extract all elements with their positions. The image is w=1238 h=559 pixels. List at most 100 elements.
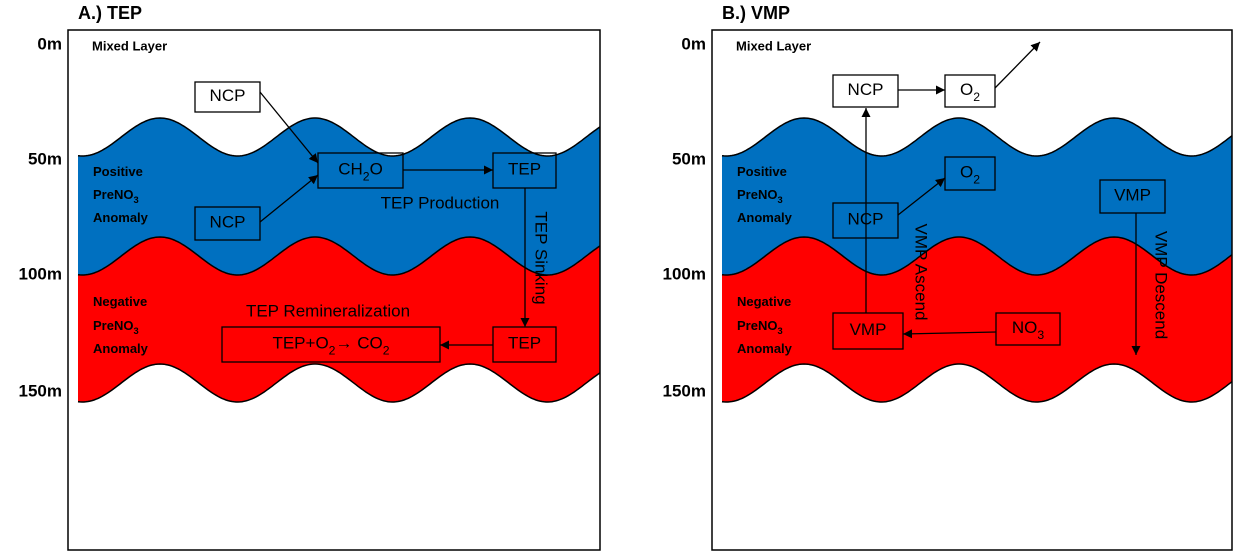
text-part: Positive <box>93 164 143 179</box>
box-label: VMP <box>850 320 887 339</box>
box-label: NCP <box>848 210 884 229</box>
box-label: TEP <box>508 334 541 353</box>
text-part: PreNO <box>737 187 777 202</box>
arrow <box>902 329 997 339</box>
text-part: Positive <box>737 164 787 179</box>
text-part: PreNO <box>93 187 133 202</box>
subscript: 3 <box>777 195 782 205</box>
layer-label: Anomaly <box>737 210 793 225</box>
process-box <box>832 202 899 239</box>
text-part: TEP <box>508 334 541 353</box>
text-part: CH <box>338 160 363 179</box>
text-part: Anomaly <box>737 210 793 225</box>
process-box <box>944 74 996 108</box>
subscript: 3 <box>133 195 138 205</box>
depth-label: 100m <box>663 264 706 283</box>
box-label: O2 <box>960 163 980 187</box>
layer-label: Negative <box>737 294 791 309</box>
box-label: NCP <box>210 86 246 105</box>
text-part: O <box>960 163 973 182</box>
process-label: TEP Sinking <box>532 211 551 304</box>
text-part: Negative <box>93 294 147 309</box>
text-part: O <box>960 80 973 99</box>
text-part: O <box>370 160 383 179</box>
text-part: PreNO <box>737 318 777 333</box>
layer-label: PreNO3 <box>93 187 139 205</box>
text-part: PreNO <box>93 318 133 333</box>
depth-label: 0m <box>681 34 706 53</box>
depth-label: 100m <box>19 264 62 283</box>
text-part: TEP <box>508 160 541 179</box>
negative-layer-band <box>78 237 600 402</box>
subscript: 3 <box>133 326 138 336</box>
process-label: TEP Production <box>381 193 500 212</box>
box-label: CH2O <box>338 160 383 184</box>
layer-label: Anomaly <box>737 341 793 356</box>
subscript: 2 <box>973 90 980 104</box>
text-part: Anomaly <box>93 341 149 356</box>
box-label: TEP <box>508 160 541 179</box>
box-label: VMP <box>1114 186 1151 205</box>
depth-label: 150m <box>663 381 706 400</box>
panel-title: B.) VMP <box>722 3 790 23</box>
process-label: VMP Descend <box>1152 231 1171 339</box>
layer-label: Anomaly <box>93 341 149 356</box>
process-box <box>492 326 557 363</box>
process-box <box>221 326 441 363</box>
depth-label: 0m <box>37 34 62 53</box>
process-box <box>492 152 557 189</box>
subscript: 3 <box>1037 328 1044 342</box>
text-part: Anomaly <box>737 341 793 356</box>
positive-layer-band <box>722 118 1232 275</box>
process-box <box>832 312 904 350</box>
layer-label: PreNO3 <box>737 318 783 336</box>
subscript: 2 <box>363 170 370 184</box>
process-box <box>995 312 1061 346</box>
panel-frame <box>711 29 1233 551</box>
process-label: TEP Remineralization <box>246 301 410 320</box>
layer-boundary <box>721 363 1233 403</box>
process-box <box>944 156 996 191</box>
panel-frame <box>67 29 601 551</box>
text-part: TEP+O <box>272 334 328 353</box>
box-label: NCP <box>848 80 884 99</box>
subscript: 2 <box>383 344 390 358</box>
box-label: O2 <box>960 80 980 104</box>
process-box <box>317 152 404 189</box>
layer-label: Anomaly <box>93 210 149 225</box>
layer-label: PreNO3 <box>93 318 139 336</box>
layer-boundary <box>77 236 601 276</box>
text-part: Anomaly <box>93 210 149 225</box>
text-part: NCP <box>848 80 884 99</box>
process-box <box>194 81 261 113</box>
layer-boundary <box>721 236 1233 276</box>
layer-label: Negative <box>93 294 147 309</box>
negative-layer-band <box>722 237 1232 402</box>
layer-label: Positive <box>737 164 787 179</box>
subscript: 2 <box>973 173 980 187</box>
depth-label: 50m <box>28 149 62 168</box>
layer-boundary <box>77 363 601 403</box>
subscript: 3 <box>777 326 782 336</box>
text-part: NCP <box>848 210 884 229</box>
box-label: TEP+O2→ CO2 <box>272 334 389 358</box>
depth-label: 50m <box>672 149 706 168</box>
positive-layer-band <box>78 118 600 275</box>
text-part: → CO <box>335 334 382 353</box>
arrow <box>897 177 946 216</box>
layer-label: Mixed Layer <box>92 38 167 53</box>
text-part: NO <box>1012 318 1038 337</box>
arrow <box>259 174 319 223</box>
depth-label: 150m <box>19 381 62 400</box>
text-part: Negative <box>737 294 791 309</box>
box-label: NO3 <box>1012 318 1045 342</box>
layer-label: Positive <box>93 164 143 179</box>
layer-label: Mixed Layer <box>736 38 811 53</box>
process-label: VMP Ascend <box>912 223 931 320</box>
box-label: NCP <box>210 213 246 232</box>
arrow <box>259 91 319 164</box>
layer-label: PreNO3 <box>737 187 783 205</box>
text-part: NCP <box>210 86 246 105</box>
layer-boundary <box>77 117 601 157</box>
